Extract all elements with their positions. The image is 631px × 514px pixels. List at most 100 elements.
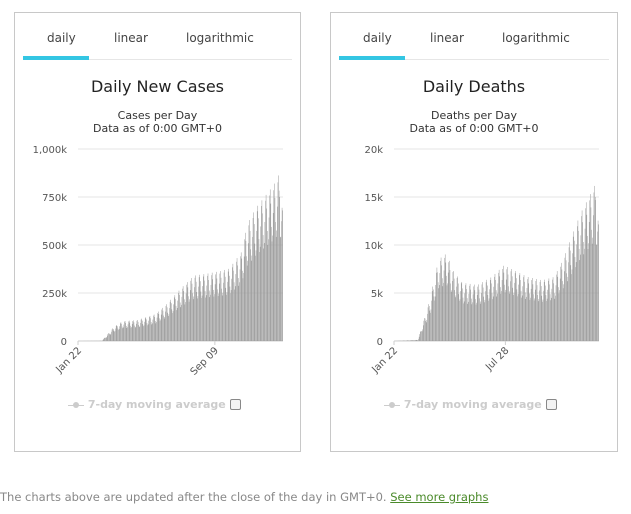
tab-daily[interactable]: daily bbox=[47, 31, 76, 45]
bar bbox=[435, 285, 436, 341]
bar bbox=[235, 274, 237, 341]
bar bbox=[224, 269, 225, 341]
bar bbox=[562, 281, 563, 341]
bar bbox=[555, 295, 556, 341]
bar bbox=[113, 330, 115, 341]
bar bbox=[449, 260, 450, 341]
bar bbox=[150, 318, 151, 341]
bar bbox=[133, 320, 134, 341]
bar bbox=[456, 277, 458, 341]
bar bbox=[468, 301, 469, 341]
daily-new-cases-chart: 0 250k 500k 750k 1,000k Jan 22 Sep 09 bbox=[33, 145, 283, 378]
bar bbox=[592, 237, 593, 341]
bar bbox=[279, 197, 280, 341]
bar bbox=[433, 289, 434, 341]
bar bbox=[202, 286, 203, 341]
bar bbox=[247, 260, 248, 341]
bar bbox=[121, 323, 122, 341]
moving-average-checkbox[interactable] bbox=[230, 399, 241, 410]
bar bbox=[550, 300, 551, 341]
bar bbox=[412, 340, 414, 341]
bar bbox=[573, 231, 575, 341]
bar bbox=[206, 285, 208, 341]
bar bbox=[248, 243, 249, 341]
daily-new-cases-panel: daily linear logarithmic Daily New Cases… bbox=[14, 12, 301, 452]
bar bbox=[242, 278, 244, 341]
bar bbox=[465, 285, 466, 341]
bar bbox=[182, 286, 184, 341]
bar bbox=[114, 331, 115, 341]
bar bbox=[452, 281, 453, 341]
tab-logarithmic[interactable]: logarithmic bbox=[186, 31, 254, 45]
chart-tabs: daily linear logarithmic bbox=[23, 27, 292, 60]
legend-moving-average[interactable]: 7-day moving average bbox=[384, 398, 542, 411]
bar bbox=[217, 296, 219, 341]
bar bbox=[214, 284, 216, 341]
bar bbox=[577, 226, 578, 341]
bar bbox=[534, 298, 535, 341]
bar bbox=[261, 200, 263, 341]
bar bbox=[215, 274, 216, 341]
bar bbox=[407, 340, 408, 341]
bar bbox=[221, 288, 222, 341]
bar bbox=[175, 305, 177, 341]
bar bbox=[491, 283, 492, 341]
bar bbox=[513, 292, 515, 341]
bar bbox=[200, 291, 202, 341]
bar bbox=[545, 285, 546, 341]
tab-linear[interactable]: linear bbox=[114, 31, 148, 45]
bar bbox=[271, 226, 272, 341]
bar bbox=[476, 302, 477, 341]
bar bbox=[278, 190, 280, 341]
bar bbox=[588, 243, 589, 341]
bar bbox=[424, 318, 425, 341]
legend-moving-average[interactable]: 7-day moving average bbox=[68, 398, 226, 411]
bar bbox=[139, 326, 141, 341]
bar bbox=[488, 300, 489, 341]
bar bbox=[577, 220, 579, 341]
bar bbox=[277, 206, 278, 341]
bar bbox=[548, 280, 549, 341]
data-note: Data as of 0:00 GMT+0 bbox=[409, 122, 539, 135]
bar bbox=[547, 289, 548, 341]
moving-average-checkbox[interactable] bbox=[546, 399, 557, 410]
bar bbox=[233, 282, 235, 341]
chart-title: Daily Deaths bbox=[422, 77, 526, 96]
bar-series bbox=[394, 185, 599, 341]
bar bbox=[235, 286, 236, 341]
bar bbox=[561, 269, 563, 341]
bar bbox=[185, 293, 187, 341]
bar bbox=[144, 321, 145, 341]
tab-daily[interactable]: daily bbox=[363, 31, 392, 45]
bar bbox=[194, 277, 196, 341]
bar bbox=[149, 315, 151, 341]
bar bbox=[153, 315, 154, 341]
bar bbox=[178, 290, 180, 341]
tab-linear[interactable]: linear bbox=[430, 31, 464, 45]
bar-series bbox=[78, 175, 283, 341]
bar bbox=[117, 326, 118, 341]
bar bbox=[485, 282, 487, 341]
y-tick-label: 1,000k bbox=[33, 145, 68, 156]
bar bbox=[425, 322, 427, 341]
bar bbox=[517, 296, 518, 341]
bar bbox=[541, 295, 543, 341]
bar bbox=[237, 265, 238, 341]
bar bbox=[252, 236, 253, 341]
bar bbox=[546, 301, 547, 341]
bar bbox=[562, 288, 564, 341]
bar bbox=[192, 293, 193, 341]
see-more-graphs-link[interactable]: See more graphs bbox=[390, 490, 489, 504]
bar bbox=[495, 280, 496, 341]
tab-logarithmic[interactable]: logarithmic bbox=[502, 31, 570, 45]
bar bbox=[245, 232, 246, 341]
bar bbox=[428, 304, 429, 341]
bar bbox=[467, 303, 468, 341]
bar bbox=[253, 212, 254, 341]
bar bbox=[121, 326, 123, 341]
bar bbox=[217, 289, 218, 341]
bar bbox=[269, 195, 270, 341]
active-tab-indicator bbox=[23, 56, 89, 60]
bar bbox=[535, 281, 537, 341]
bar bbox=[558, 293, 560, 341]
